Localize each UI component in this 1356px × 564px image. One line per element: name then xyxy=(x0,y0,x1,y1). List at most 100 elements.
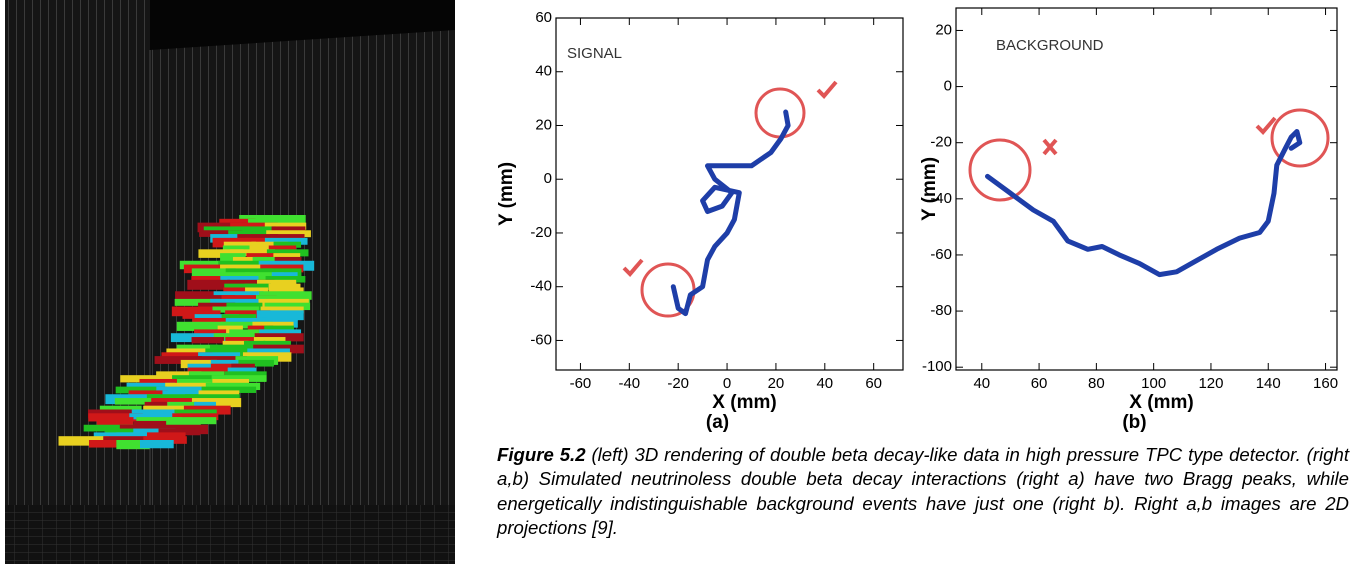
render-slab xyxy=(158,428,201,436)
x-tick-label: 0 xyxy=(723,375,731,392)
render-slab xyxy=(174,298,221,306)
render-slab xyxy=(166,420,201,428)
check-icon xyxy=(622,258,644,277)
render-slab xyxy=(83,424,135,432)
render-slab xyxy=(239,215,264,222)
render-slab xyxy=(211,375,267,382)
render-slab xyxy=(264,222,307,230)
y-axis-label: Y (mm) xyxy=(919,157,940,221)
render-slab xyxy=(139,440,174,449)
plot: 40 60 80 100 120 140 160 -100 -80 -60 -40 -20 0 20 X (… xyxy=(919,7,1338,433)
render-slab xyxy=(210,363,239,372)
render-slab xyxy=(176,321,229,331)
render-slab xyxy=(265,276,306,283)
render-slab xyxy=(230,249,275,257)
render-slab xyxy=(116,440,150,450)
track xyxy=(985,129,1303,278)
x-tick-label: 80 xyxy=(1088,375,1105,392)
render-slab xyxy=(266,249,309,257)
render-slab xyxy=(249,245,282,253)
render-slab xyxy=(191,398,242,408)
inner-label: BACKGROUND xyxy=(996,37,1104,54)
render-slab xyxy=(260,306,304,314)
render-slab xyxy=(230,222,278,230)
render-slab xyxy=(264,237,308,245)
peak-circle xyxy=(754,87,806,139)
render-slab xyxy=(220,321,273,329)
render-slab xyxy=(201,386,257,393)
render-slab xyxy=(247,325,274,333)
check-icon xyxy=(1255,116,1277,135)
peak-circle xyxy=(1270,108,1330,168)
render-slab xyxy=(58,436,109,446)
x-tick-label: 100 xyxy=(1141,375,1166,392)
y-tick-label: -20 xyxy=(930,134,952,151)
panel-label: (a) xyxy=(706,412,729,433)
render-slab xyxy=(97,420,131,428)
render-slab xyxy=(217,272,250,279)
render-slab xyxy=(194,329,227,336)
3d-render xyxy=(5,0,455,564)
render-slab xyxy=(143,405,191,413)
x-tick-label: 120 xyxy=(1198,375,1223,392)
render-slab xyxy=(126,382,175,390)
render-slab xyxy=(221,295,277,303)
render-slab xyxy=(191,268,236,277)
render-slab xyxy=(139,378,190,387)
x-tick-label: 140 xyxy=(1256,375,1281,392)
render-slab xyxy=(120,375,166,383)
y-tick-label: -40 xyxy=(530,278,552,295)
y-tick-label: -80 xyxy=(930,302,952,319)
render-slab xyxy=(203,226,250,233)
render-slab xyxy=(222,245,254,253)
x-tick-label: 40 xyxy=(973,375,990,392)
render-slab xyxy=(220,253,246,263)
render-slab xyxy=(213,333,259,340)
render-slab xyxy=(245,287,269,295)
render-slab xyxy=(194,401,216,409)
y-tick-label: 0 xyxy=(544,170,552,187)
render-slab xyxy=(220,276,259,283)
render-slab xyxy=(205,382,261,391)
render-slab xyxy=(115,386,167,394)
render-slab xyxy=(266,230,311,238)
render-slab xyxy=(263,340,291,347)
render-floor xyxy=(5,505,455,564)
render-slab xyxy=(99,405,142,414)
render-slab xyxy=(227,367,257,375)
render-slab xyxy=(209,344,255,352)
render-slab xyxy=(168,417,217,425)
check-icon xyxy=(816,80,838,99)
render-slab xyxy=(129,413,177,420)
y-tick-label: -100 xyxy=(922,358,952,375)
y-tick-label: 40 xyxy=(535,63,552,80)
caption-text: (left) 3D rendering of double beta decay… xyxy=(497,444,1349,538)
render-slab xyxy=(271,226,306,234)
y-axis-label: Y (mm) xyxy=(496,162,517,226)
render-slab xyxy=(264,302,311,311)
plot-frame xyxy=(555,17,904,371)
track xyxy=(670,109,791,317)
x-tick-label: 20 xyxy=(768,375,785,392)
y-tick-label: -20 xyxy=(530,224,552,241)
cross-icon xyxy=(1042,138,1058,156)
render-slab xyxy=(238,359,274,367)
y-tick-label: 0 xyxy=(944,78,952,95)
render-slab xyxy=(156,386,205,393)
y-tick-label: -40 xyxy=(930,190,952,207)
y-tick-label: -60 xyxy=(930,246,952,263)
render-slab xyxy=(191,337,225,344)
x-tick-label: -40 xyxy=(618,375,640,392)
render-slab xyxy=(223,287,250,294)
render-slab xyxy=(191,276,229,283)
render-slab xyxy=(133,420,167,428)
render-slab xyxy=(224,283,256,291)
render-slab xyxy=(146,394,199,401)
render-slab xyxy=(260,314,298,322)
x-tick-label: 160 xyxy=(1313,375,1338,392)
render-slab xyxy=(223,241,257,249)
render-slab xyxy=(212,306,259,313)
render-slab xyxy=(174,409,217,417)
render-slab xyxy=(225,268,273,275)
